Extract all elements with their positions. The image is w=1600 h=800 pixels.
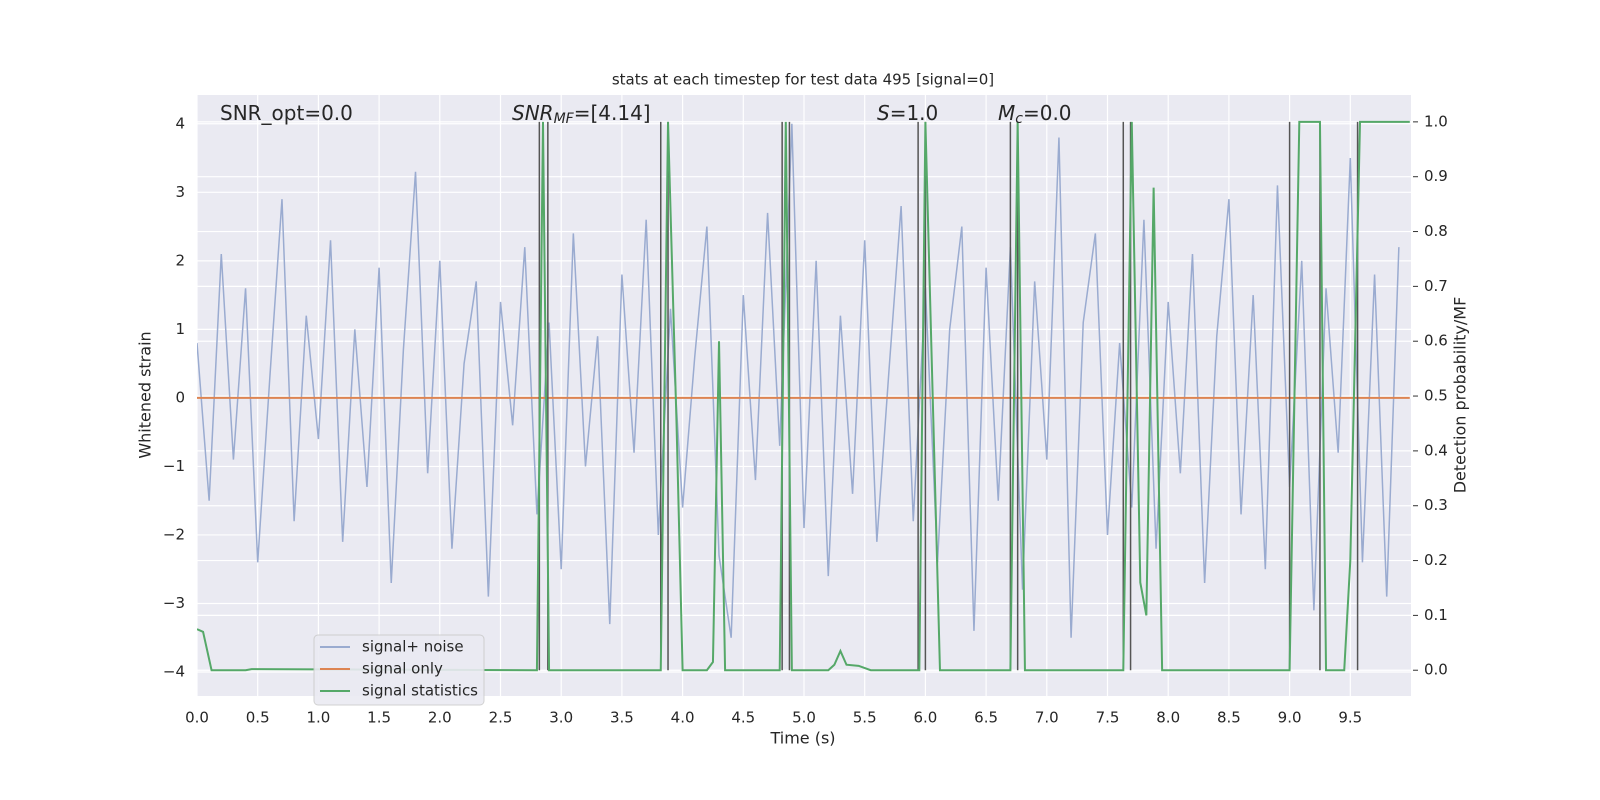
chart-title: stats at each timestep for test data 495… bbox=[612, 71, 994, 89]
y2-tick-label: 0.1 bbox=[1424, 606, 1448, 624]
annotation-tail: =0.0 bbox=[1023, 101, 1072, 125]
y-tick-label: −3 bbox=[163, 594, 185, 612]
x-tick-label: 9.5 bbox=[1338, 709, 1362, 727]
series-line bbox=[197, 123, 1400, 638]
x-tick-label: 5.0 bbox=[792, 709, 816, 727]
y2-tick-label: 0.4 bbox=[1424, 441, 1448, 459]
annotation: Mc=0.0 bbox=[998, 101, 1072, 128]
y2-tick-label: 0.8 bbox=[1424, 222, 1448, 240]
y-tick-label: −4 bbox=[163, 663, 185, 681]
x-tick-label: 7.0 bbox=[1035, 709, 1059, 727]
y2-tick-label: 0.2 bbox=[1424, 551, 1448, 569]
y2-axis-label: Detection probability/MF bbox=[1451, 297, 1470, 494]
x-tick-label: 4.0 bbox=[671, 709, 695, 727]
annotation-tail: =1.0 bbox=[890, 101, 939, 125]
x-tick-label: 6.0 bbox=[913, 709, 937, 727]
x-tick-label: 8.0 bbox=[1156, 709, 1180, 727]
x-tick-label: 9.0 bbox=[1278, 709, 1302, 727]
x-tick-label: 3.5 bbox=[610, 709, 634, 727]
annotation-base: S bbox=[877, 101, 890, 125]
y-tick-label: 1 bbox=[175, 320, 185, 338]
y-tick-label: 0 bbox=[175, 388, 185, 406]
x-tick-label: 2.5 bbox=[489, 709, 513, 727]
annotation: SNRMF=[4.14] bbox=[512, 101, 651, 128]
x-tick-label: 2.0 bbox=[428, 709, 452, 727]
y2-tick-label: 0.6 bbox=[1424, 332, 1448, 350]
x-tick-label: 5.5 bbox=[853, 709, 877, 727]
annotation-sub: c bbox=[1015, 111, 1023, 127]
legend-label: signal statistics bbox=[362, 682, 478, 700]
y2-tick-label: 0.0 bbox=[1424, 661, 1448, 679]
legend-label: signal only bbox=[362, 660, 443, 678]
annotation-base: SNR bbox=[512, 101, 554, 125]
y-tick-label: −1 bbox=[163, 457, 185, 475]
x-tick-label: 0.0 bbox=[185, 709, 209, 727]
x-tick-label: 1.5 bbox=[367, 709, 391, 727]
x-tick-label: 8.5 bbox=[1217, 709, 1241, 727]
legend-box bbox=[313, 634, 485, 706]
y-tick-label: −2 bbox=[163, 525, 185, 543]
series-line bbox=[197, 120, 1410, 672]
annotation-sub: MF bbox=[554, 111, 575, 127]
y-tick-label: 4 bbox=[175, 114, 185, 132]
y-tick-label: 2 bbox=[175, 251, 185, 269]
x-tick-label: 6.5 bbox=[974, 709, 998, 727]
x-axis-label: Time (s) bbox=[769, 729, 835, 748]
x-tick-label: 7.5 bbox=[1096, 709, 1120, 727]
annotation-base: M bbox=[998, 101, 1015, 125]
y2-tick-label: 0.7 bbox=[1424, 277, 1448, 295]
legend-label: signal+ noise bbox=[362, 638, 464, 656]
legend: signal+ noise signal only signal statistic… bbox=[313, 634, 485, 706]
x-tick-label: 4.5 bbox=[731, 709, 755, 727]
x-tick-label: 1.0 bbox=[306, 709, 330, 727]
y-tick-label: 3 bbox=[175, 183, 185, 201]
y2-tick-label: 0.9 bbox=[1424, 167, 1448, 185]
annotation: SNR_opt=0.0 bbox=[220, 101, 353, 125]
annotation-base: SNR_opt=0.0 bbox=[220, 101, 353, 125]
y2-tick-label: 1.0 bbox=[1424, 112, 1448, 130]
y2-tick-label: 0.5 bbox=[1424, 387, 1448, 405]
annotation: S=1.0 bbox=[877, 101, 938, 125]
x-tick-label: 3.0 bbox=[549, 709, 573, 727]
y2-tick-label: 0.3 bbox=[1424, 496, 1448, 514]
annotation-tail: =[4.14] bbox=[574, 101, 651, 125]
y-axis-label: Whitened strain bbox=[136, 331, 155, 458]
x-tick-label: 0.5 bbox=[246, 709, 270, 727]
